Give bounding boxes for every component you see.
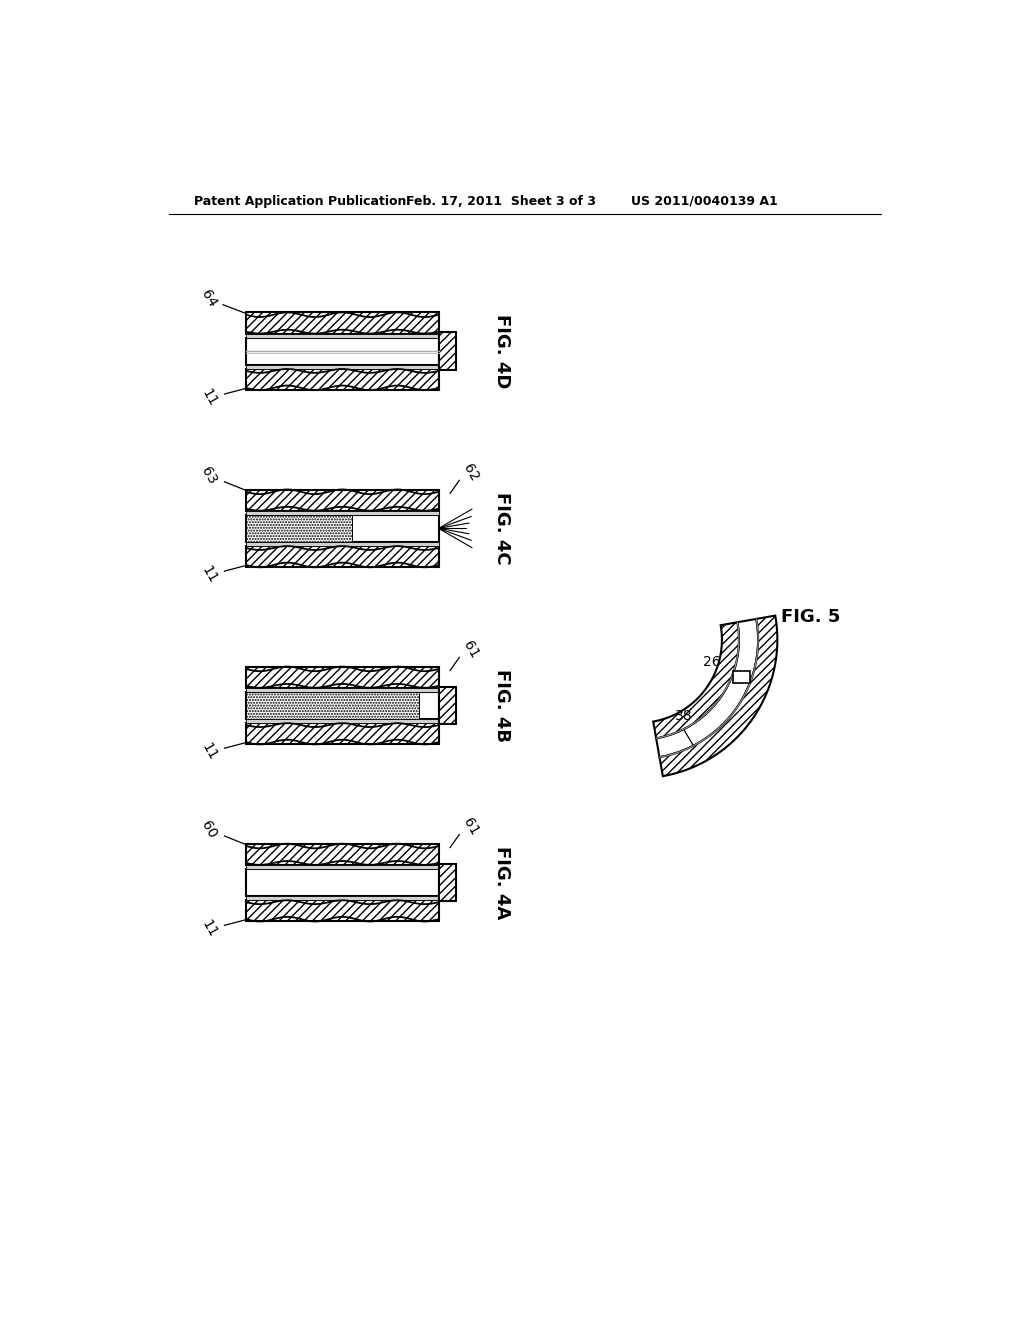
Bar bbox=[246, 869, 438, 896]
Text: 11: 11 bbox=[199, 741, 219, 763]
Text: US 2011/0040139 A1: US 2011/0040139 A1 bbox=[631, 194, 778, 207]
Bar bbox=[246, 545, 438, 568]
Bar bbox=[246, 515, 351, 543]
Text: 64: 64 bbox=[199, 288, 219, 310]
Bar bbox=[438, 863, 456, 902]
Bar bbox=[246, 490, 438, 511]
Text: FIG. 4C: FIG. 4C bbox=[493, 492, 511, 565]
Text: FIG. 4A: FIG. 4A bbox=[493, 846, 511, 919]
Bar bbox=[246, 667, 438, 688]
Bar bbox=[246, 723, 438, 744]
Text: Feb. 17, 2011  Sheet 3 of 3: Feb. 17, 2011 Sheet 3 of 3 bbox=[407, 194, 596, 207]
Text: 61: 61 bbox=[461, 639, 481, 661]
Text: FIG. 5: FIG. 5 bbox=[781, 607, 841, 626]
Text: 26: 26 bbox=[702, 655, 720, 669]
Text: FIG. 4D: FIG. 4D bbox=[493, 314, 511, 388]
Bar bbox=[246, 692, 438, 719]
Bar bbox=[246, 896, 438, 900]
Bar bbox=[246, 338, 438, 364]
Text: 61: 61 bbox=[461, 816, 481, 838]
Bar bbox=[246, 692, 419, 719]
Bar bbox=[733, 671, 751, 684]
Bar bbox=[246, 543, 438, 545]
Bar bbox=[246, 334, 438, 338]
Bar bbox=[246, 511, 438, 515]
Bar bbox=[246, 719, 438, 723]
Text: 11: 11 bbox=[199, 917, 219, 940]
Bar bbox=[246, 364, 438, 368]
Bar bbox=[246, 688, 438, 692]
Bar bbox=[438, 333, 456, 370]
Bar bbox=[246, 843, 438, 866]
Text: FIG. 4B: FIG. 4B bbox=[493, 669, 511, 742]
Bar bbox=[246, 313, 438, 334]
Bar bbox=[246, 866, 438, 869]
Bar bbox=[246, 692, 419, 719]
Text: 11: 11 bbox=[199, 387, 219, 409]
Text: 63: 63 bbox=[199, 465, 219, 487]
Bar bbox=[438, 686, 456, 725]
Bar bbox=[246, 515, 438, 543]
Polygon shape bbox=[656, 619, 758, 758]
Bar bbox=[246, 900, 438, 921]
Text: 62: 62 bbox=[461, 462, 481, 483]
Text: 60: 60 bbox=[199, 818, 219, 841]
Text: Patent Application Publication: Patent Application Publication bbox=[194, 194, 407, 207]
Polygon shape bbox=[653, 622, 739, 738]
Text: 11: 11 bbox=[199, 564, 219, 586]
Text: 38: 38 bbox=[675, 709, 693, 723]
Bar bbox=[246, 368, 438, 391]
Text: 62: 62 bbox=[284, 698, 301, 713]
Bar bbox=[246, 515, 351, 543]
Polygon shape bbox=[659, 615, 777, 776]
